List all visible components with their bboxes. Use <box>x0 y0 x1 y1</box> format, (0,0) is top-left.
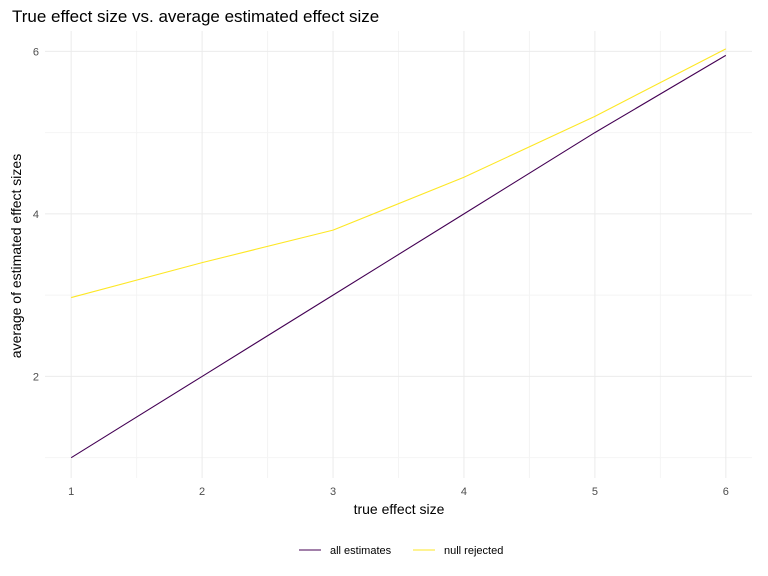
legend-label-null-rejected: null rejected <box>444 545 503 557</box>
y-axis-ticks: 2 4 6 <box>33 46 39 383</box>
series-line-all-estimates <box>70 54 727 459</box>
series-lines <box>70 48 727 459</box>
x-tick-label: 1 <box>68 486 74 498</box>
y-tick-label: 2 <box>33 371 39 383</box>
x-tick-label: 5 <box>592 486 598 498</box>
legend: all estimates null rejected <box>299 545 503 557</box>
x-axis-title: true effect size <box>354 501 445 517</box>
grid <box>45 31 752 478</box>
y-tick-label: 4 <box>33 209 39 221</box>
x-axis-ticks: 1 2 3 4 5 6 <box>68 486 729 498</box>
series-line-null-rejected <box>71 48 727 299</box>
y-axis-title: average of estimated effect sizes <box>8 154 24 358</box>
legend-label-all-estimates: all estimates <box>330 545 392 557</box>
y-tick-label: 6 <box>33 46 39 58</box>
x-tick-label: 4 <box>461 486 467 498</box>
chart-title: True effect size vs. average estimated e… <box>12 7 379 26</box>
x-tick-label: 6 <box>723 486 729 498</box>
x-tick-label: 2 <box>199 486 205 498</box>
x-tick-label: 3 <box>330 486 336 498</box>
